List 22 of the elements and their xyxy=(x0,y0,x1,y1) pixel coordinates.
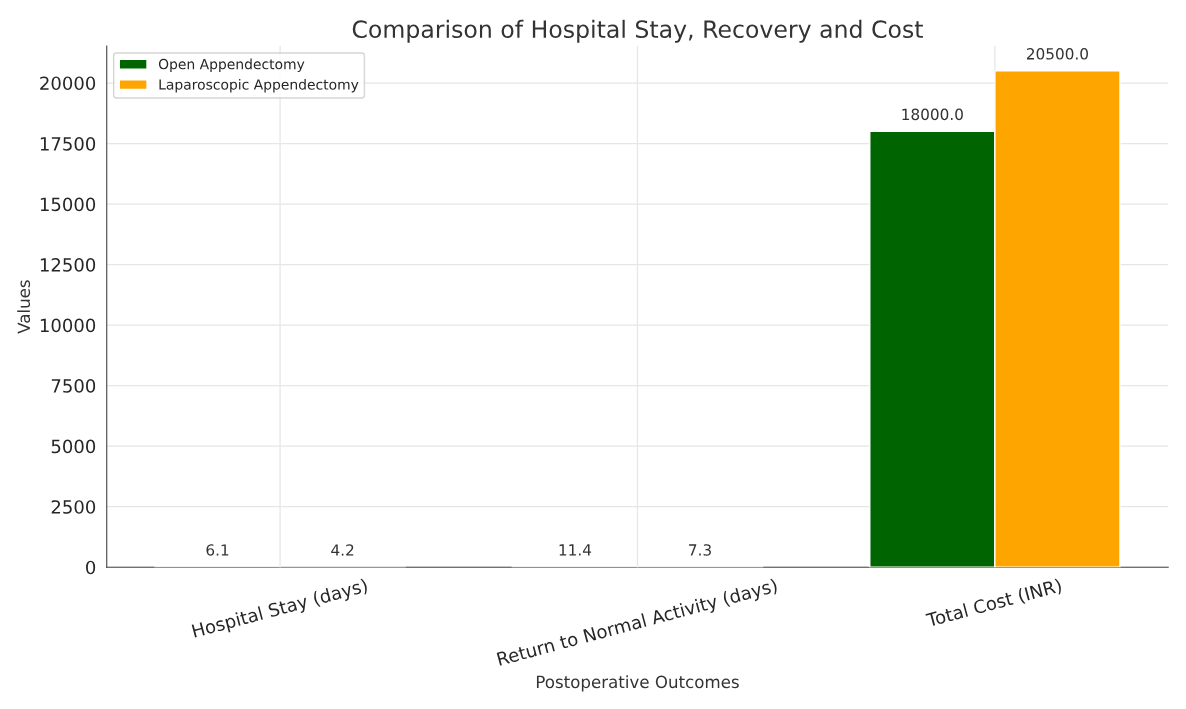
data-label: 18000.0 xyxy=(902,108,963,121)
y-tick-label: 10000 xyxy=(40,318,96,333)
x-tick-label: Total Cost (INR) xyxy=(925,578,1063,630)
data-label: 4.2 xyxy=(331,544,354,556)
y-tick-label: 0 xyxy=(86,560,96,575)
data-label: 6.1 xyxy=(206,544,229,556)
data-label: 11.4 xyxy=(559,544,592,556)
y-tick-label: 5000 xyxy=(51,439,96,454)
y-tick-label: 17500 xyxy=(40,136,96,151)
y-tick-label: 12500 xyxy=(40,258,96,272)
x-tick-label: Return to Normal Activity (days) xyxy=(496,578,779,670)
y-tick-label: 7500 xyxy=(51,379,96,393)
x-axis-title: Postoperative Outcomes xyxy=(536,675,739,692)
legend-label: Laparoscopic Appendectomy xyxy=(159,78,359,93)
data-label: 20500.0 xyxy=(1026,48,1088,60)
data-label: 7.3 xyxy=(689,544,711,556)
y-tick-label: 2500 xyxy=(51,500,96,514)
y-tick-label: 20000 xyxy=(40,76,96,91)
y-tick-label: 15000 xyxy=(40,197,96,212)
legend-label: Open Appendectomy xyxy=(158,58,305,73)
y-axis-title: Values xyxy=(17,280,31,334)
chart-title: Comparison of Hospital Stay, Recovery and Cost xyxy=(352,19,923,43)
